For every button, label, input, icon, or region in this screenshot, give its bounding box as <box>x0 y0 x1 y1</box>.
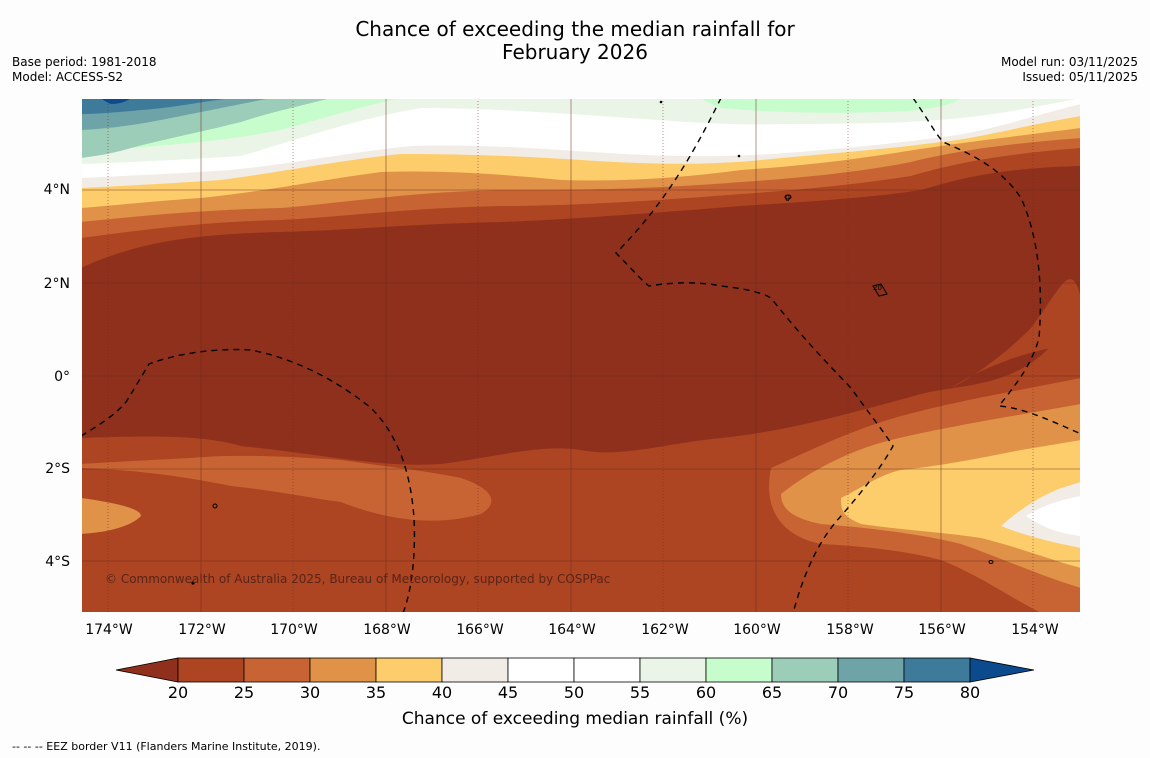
band-south-20-25 <box>81 342 1081 613</box>
map-frame <box>81 98 1081 613</box>
lon-label-166w: 166°W <box>456 622 504 638</box>
eez-border-central <box>615 98 894 613</box>
band-south-45-55 <box>1026 496 1081 536</box>
lon-label-170w: 170°W <box>270 622 318 638</box>
colorbar-segment-70-75 <box>837 657 905 683</box>
contour-label-20: 20 <box>873 284 882 292</box>
model-run-text: Model run: 03/11/2025 <box>1000 55 1138 69</box>
colorbar-segment-50-55 <box>573 657 641 683</box>
colorbar-tick-50: 50 <box>563 683 585 702</box>
title-line-2: February 2026 <box>502 40 648 64</box>
colorbar-segment-40-45 <box>441 657 509 683</box>
lon-label-172w: 172°W <box>178 622 226 638</box>
issued-text: Issued: 05/11/2025 <box>1022 70 1138 84</box>
base-period-text: Base period: 1981-2018 <box>12 55 157 69</box>
lat-label-4s: 4°S <box>45 554 70 570</box>
band-south-30-35 <box>81 498 141 534</box>
lat-label-2s: 2°S <box>45 461 70 477</box>
colorbar-tick-75: 75 <box>893 683 915 702</box>
rainfall-probability-map: 0 20 <box>81 98 1081 613</box>
colorbar-segment-20-25 <box>177 657 245 683</box>
map-title: Chance of exceeding the median rainfall … <box>0 18 1150 64</box>
contour-label-0: 0 <box>785 194 790 203</box>
colorbar-tick-80: 80 <box>959 683 981 702</box>
island-north-dot <box>659 100 663 104</box>
colorbar-segment-75-80 <box>903 657 971 683</box>
eez-border-east <box>912 98 1081 435</box>
lon-label-156w: 156°W <box>918 622 966 638</box>
island-0-contour <box>784 194 792 200</box>
lon-label-164w: 164°W <box>548 622 596 638</box>
lon-label-162w: 162°W <box>641 622 689 638</box>
band-south-35-40 <box>841 440 1081 568</box>
colorbar-segment-35-40 <box>375 657 443 683</box>
eez-border-west <box>81 348 416 613</box>
island-outlines <box>212 194 994 564</box>
colorbar-segment-25-30 <box>243 657 311 683</box>
colorbar-segment-60-65 <box>705 657 773 683</box>
colorbar-tick-40: 40 <box>431 683 453 702</box>
colorbar-tick-25: 25 <box>233 683 255 702</box>
lat-label-2n: 2°N <box>43 276 70 292</box>
colorbar-tick-45: 45 <box>497 683 519 702</box>
island-small-east <box>872 283 888 297</box>
band-north-60-65 <box>81 98 961 154</box>
colorbar <box>115 657 1035 683</box>
lon-label-160w: 160°W <box>733 622 781 638</box>
colorbar-segment-55-60 <box>639 657 707 683</box>
meta-left: Base period: 1981-2018 Model: ACCESS-S2 <box>12 55 157 85</box>
island-northeast-dot <box>737 154 741 158</box>
island-southwest-dot <box>191 581 195 585</box>
eez-legend-note: -- -- -- EEZ border V11 (Flanders Marine… <box>12 740 321 753</box>
band-south-25-30 <box>81 455 492 521</box>
colorbar-tick-20: 20 <box>167 683 189 702</box>
lon-label-158w: 158°W <box>826 622 874 638</box>
island-south-west <box>212 503 218 509</box>
colorbar-segment-30-35 <box>309 657 377 683</box>
colorbar-segment-45-50 <box>507 657 575 683</box>
lon-label-154w: 154°W <box>1011 622 1059 638</box>
colorbar-tick-60: 60 <box>695 683 717 702</box>
title-line-1: Chance of exceeding the median rainfall … <box>355 17 795 41</box>
copyright-notice: © Commonwealth of Australia 2025, Bureau… <box>105 572 611 586</box>
band-south-20-25-patch <box>951 279 1081 388</box>
lon-label-168w: 168°W <box>363 622 411 638</box>
colorbar-tick-65: 65 <box>761 683 783 702</box>
lon-label-174w: 174°W <box>85 622 133 638</box>
colorbar-label: Chance of exceeding median rainfall (%) <box>401 709 749 729</box>
colorbar-segment-65-70 <box>771 657 839 683</box>
colorbar-extend-low <box>115 657 179 683</box>
colorbar-tick-35: 35 <box>365 683 387 702</box>
lat-label-equator: 0° <box>54 369 70 385</box>
colorbar-extend-high <box>969 657 1035 683</box>
colorbar-tick-55: 55 <box>629 683 651 702</box>
island-south-east <box>988 560 994 564</box>
band-north-above-80 <box>101 98 131 104</box>
lat-label-4n: 4°N <box>43 182 70 198</box>
graticule-lines <box>81 98 1081 613</box>
colorbar-tick-70: 70 <box>827 683 849 702</box>
meta-right: Model run: 03/11/2025 Issued: 05/11/2025 <box>1001 55 1138 85</box>
model-text: Model: ACCESS-S2 <box>12 70 124 84</box>
eez-borders <box>81 98 1081 613</box>
colorbar-tick-30: 30 <box>299 683 321 702</box>
